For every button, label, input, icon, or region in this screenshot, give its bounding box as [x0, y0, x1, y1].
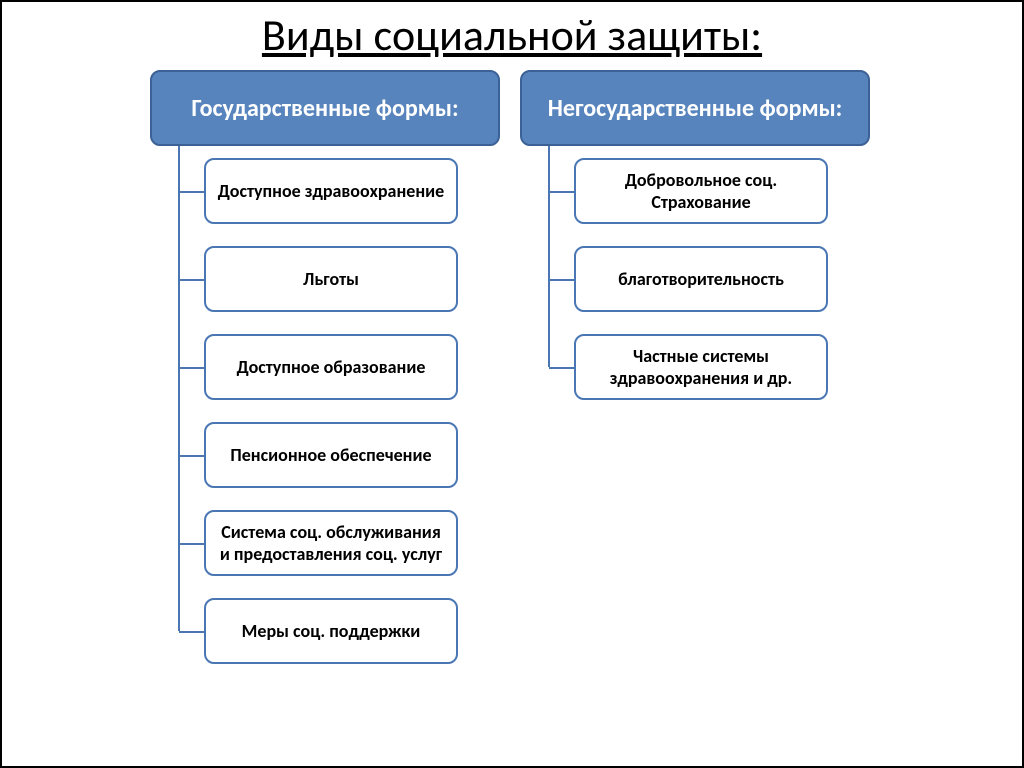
item-benefits: Льготы: [204, 246, 458, 312]
diagram-page: Виды социальной защиты: Государственные …: [0, 0, 1024, 768]
column-government: Государственные формы: Доступное здравоо…: [150, 70, 500, 686]
item-social-support: Меры соц. поддержки: [204, 598, 458, 664]
column-header-nongovernment: Негосударственные формы:: [520, 70, 870, 146]
item-social-services: Система соц. обслуживания и предоставлен…: [204, 510, 458, 576]
item-charity: благотворительность: [574, 246, 828, 312]
column-items-nongovernment: Добровольное соц. Страхование благотвори…: [520, 146, 870, 400]
column-nongovernment: Негосударственные формы: Добровольное со…: [520, 70, 870, 686]
page-title: Виды социальной защиты:: [2, 2, 1022, 62]
item-healthcare: Доступное здравоохранение: [204, 158, 458, 224]
column-items-government: Доступное здравоохранение Льготы Доступн…: [150, 146, 500, 664]
item-private-healthcare: Частные системы здравоохранения и др.: [574, 334, 828, 400]
item-education: Доступное образование: [204, 334, 458, 400]
item-voluntary-insurance: Добровольное соц. Страхование: [574, 158, 828, 224]
column-header-government: Государственные формы:: [150, 70, 500, 146]
item-pension: Пенсионное обеспечение: [204, 422, 458, 488]
columns-wrapper: Государственные формы: Доступное здравоо…: [2, 62, 1022, 686]
